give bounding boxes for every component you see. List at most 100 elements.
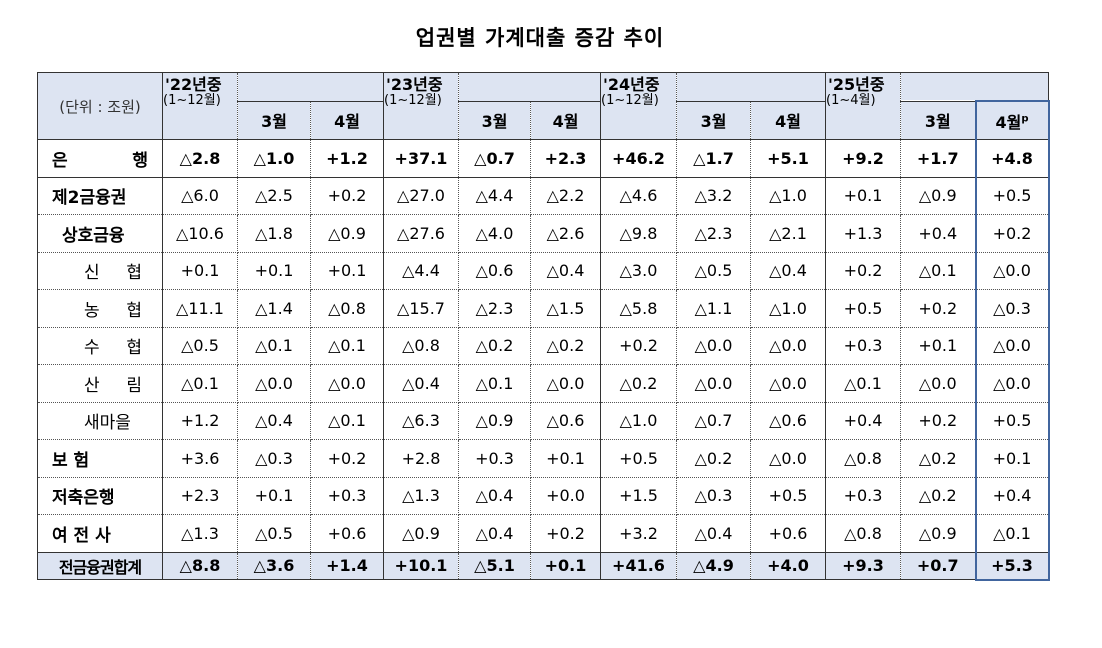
row-label: 새마을	[84, 413, 131, 434]
row-label: 전금융권합계	[58, 557, 142, 577]
month-label: 3월	[924, 112, 951, 132]
period-header: '24년중 (1~12월)	[600, 72, 677, 140]
value-cell: △1.0	[750, 289, 826, 328]
row-label-cell: 제2금융권	[37, 176, 163, 215]
data-row: 상호금융 △10.6 △1.8 △0.9 △27.6 △4.0 △2.6 △9.8 △2.3 △2…	[37, 214, 1050, 253]
value-cell: △0.1	[310, 401, 384, 440]
value-cell: △27.6	[383, 214, 459, 253]
row-label: 수 협	[84, 338, 142, 359]
value-cell: +4.0	[750, 551, 826, 580]
value-cell: +0.2	[974, 214, 1050, 253]
value-cell: +0.5	[825, 289, 901, 328]
data-row: 새마을 +1.2 △0.4 △0.1 △6.3 △0.9 △0.6 △1.0 △0.7 △0.6 +…	[37, 401, 1050, 440]
value-cell: +0.2	[310, 439, 384, 478]
value-cell: △0.9	[458, 401, 531, 440]
header-spacer	[458, 72, 601, 102]
row-label-cell: 산 림	[37, 364, 163, 403]
month-label: 4월	[334, 112, 360, 132]
value-cell: △0.0	[750, 326, 826, 365]
row-label: 은 행	[52, 150, 148, 171]
value-cell: +0.6	[750, 514, 826, 553]
value-cell: +2.3	[162, 476, 238, 515]
year-label: '24년중	[603, 75, 660, 94]
value-cell: +0.2	[900, 289, 976, 328]
year-label: '22년중	[165, 75, 222, 94]
row-label-cell: 수 협	[37, 326, 163, 365]
value-cell: △1.5	[530, 289, 601, 328]
value-cell: △1.4	[237, 289, 311, 328]
row-label: 상호금융	[62, 225, 125, 246]
value-cell: △1.8	[237, 214, 311, 253]
value-cell: △1.0	[237, 139, 311, 178]
row-label: 농 협	[84, 300, 142, 321]
period-label: (1~4월)	[826, 92, 876, 108]
value-cell: +9.3	[825, 551, 901, 580]
value-cell: △4.6	[600, 176, 677, 215]
value-cell: +3.2	[600, 514, 677, 553]
value-cell: △0.9	[383, 514, 459, 553]
value-cell: △2.8	[162, 139, 238, 178]
row-label-cell: 보 험	[37, 439, 163, 478]
value-cell: +0.1	[310, 251, 384, 290]
title: 업권별 가계대출 증감 추이	[415, 26, 665, 50]
value-cell: △0.2	[900, 476, 976, 515]
month-label: 4월	[995, 112, 1022, 132]
value-cell: △27.0	[383, 176, 459, 215]
month-label: 3월	[481, 112, 508, 132]
value-cell: △0.0	[974, 251, 1050, 290]
value-cell: △0.1	[825, 364, 901, 403]
value-cell: +5.1	[750, 139, 826, 178]
value-cell: △0.0	[974, 326, 1050, 365]
value-cell: +1.4	[310, 551, 384, 580]
value-cell: △1.3	[383, 476, 459, 515]
value-cell: △0.1	[974, 514, 1050, 553]
value-cell: +1.7	[900, 139, 976, 178]
month-label: 3월	[261, 112, 287, 132]
value-cell: △4.0	[458, 214, 531, 253]
value-cell: +0.1	[237, 251, 311, 290]
value-cell: +2.3	[530, 139, 601, 178]
row-label-cell: 신 협	[37, 251, 163, 290]
value-cell: +0.3	[310, 476, 384, 515]
value-cell: △0.8	[825, 514, 901, 553]
value-cell: +1.2	[162, 401, 238, 440]
value-cell: △0.5	[676, 251, 751, 290]
value-cell: △0.8	[310, 289, 384, 328]
loan-table: (단위 : 조원) '22년중 (1~12월) '23년중 (1~12월) '24년중 (1…	[37, 72, 1050, 581]
value-cell: +0.4	[974, 476, 1050, 515]
month-label: 4월	[552, 112, 579, 132]
month-header: 4월p	[974, 100, 1050, 140]
header-row: (단위 : 조원) '22년중 (1~12월) '23년중 (1~12월) '24년중 (1…	[37, 72, 1049, 140]
row-label: 제2금융권	[52, 188, 127, 209]
value-cell: △0.6	[530, 401, 601, 440]
value-cell: △0.2	[530, 326, 601, 365]
period-label: (1~12월)	[163, 92, 221, 108]
value-cell: △0.4	[676, 514, 751, 553]
value-cell: +4.8	[974, 139, 1050, 178]
period-header: '23년중 (1~12월)	[383, 72, 459, 140]
value-cell: +0.6	[310, 514, 384, 553]
value-cell: △0.2	[676, 439, 751, 478]
value-cell: △0.0	[676, 364, 751, 403]
row-label: 저축은행	[52, 488, 115, 509]
value-cell: +0.5	[974, 176, 1050, 215]
value-cell: +1.2	[310, 139, 384, 178]
value-cell: △0.4	[458, 514, 531, 553]
header-spacer	[900, 72, 1049, 102]
value-cell: △0.2	[900, 439, 976, 478]
value-cell: +0.1	[825, 176, 901, 215]
data-row: 농 협 △11.1 △1.4 △0.8 △15.7 △2.3 △1.5 △5.8 △1.1 △1.…	[37, 289, 1050, 328]
value-cell: △2.5	[237, 176, 311, 215]
value-cell: +9.2	[825, 139, 901, 178]
value-cell: △0.3	[237, 439, 311, 478]
value-cell: △6.3	[383, 401, 459, 440]
value-cell: +0.5	[750, 476, 826, 515]
value-cell: △0.6	[750, 401, 826, 440]
value-cell: +0.0	[530, 476, 601, 515]
value-cell: +0.7	[900, 551, 976, 580]
value-cell: +0.2	[530, 514, 601, 553]
value-cell: △15.7	[383, 289, 459, 328]
value-cell: +0.1	[530, 551, 601, 580]
value-cell: △1.7	[676, 139, 751, 178]
value-cell: △1.0	[750, 176, 826, 215]
